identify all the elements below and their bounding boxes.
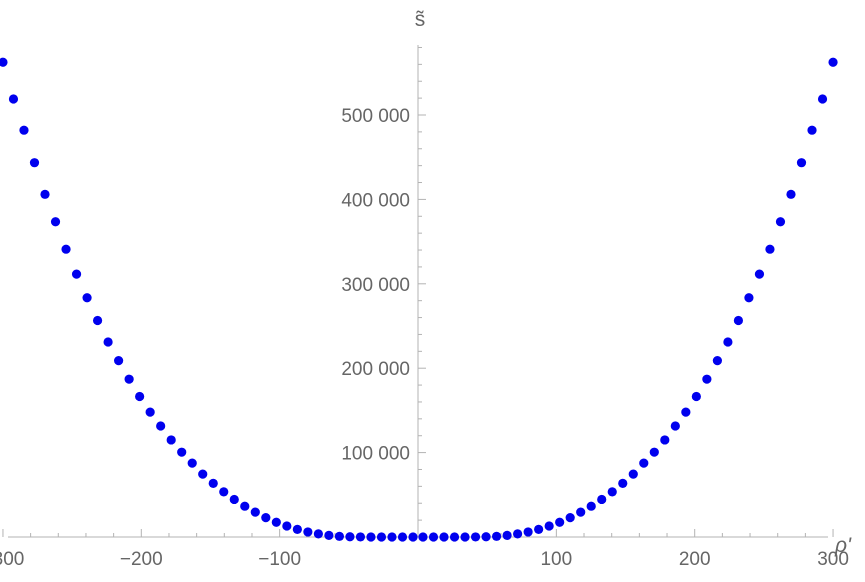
- data-point: [765, 244, 775, 254]
- data-point: [219, 487, 229, 497]
- data-point: [366, 532, 376, 542]
- data-point: [649, 447, 659, 457]
- y-axis-title: s̃: [415, 8, 426, 31]
- data-point: [250, 507, 260, 517]
- data-point: [114, 356, 124, 366]
- data-point: [681, 407, 691, 417]
- data-point: [639, 458, 649, 468]
- data-point: [355, 532, 366, 542]
- data-point: [345, 532, 355, 542]
- data-point: [50, 217, 61, 227]
- data-point: [156, 421, 166, 431]
- data-point: [565, 512, 575, 523]
- data-point: [712, 356, 722, 366]
- data-point: [597, 494, 607, 505]
- y-tick-label: 500 000: [341, 106, 410, 127]
- data-point: [324, 530, 334, 540]
- data-point: [428, 532, 439, 542]
- axes-layer: [8, 45, 828, 538]
- data-point: [449, 532, 460, 542]
- data-point: [786, 189, 796, 199]
- x-tick-label: 200: [679, 549, 711, 570]
- data-point: [502, 530, 512, 540]
- data-point: [481, 532, 491, 542]
- data-point: [19, 125, 29, 135]
- data-point: [796, 158, 807, 168]
- data-point: [261, 512, 271, 523]
- data-point: [555, 517, 565, 527]
- data-point: [513, 529, 523, 539]
- data-point: [124, 374, 134, 384]
- x-tick-label: −100: [258, 549, 301, 570]
- data-point: [282, 521, 292, 531]
- data-point: [229, 494, 239, 505]
- data-point: [470, 532, 481, 542]
- data-point: [408, 532, 418, 542]
- data-point: [702, 374, 712, 384]
- data-point: [491, 531, 502, 541]
- data-point: [439, 532, 449, 542]
- data-point: [576, 507, 586, 517]
- data-point: [271, 517, 281, 527]
- data-point: [817, 94, 828, 104]
- data-point: [523, 527, 533, 537]
- data-point: [71, 269, 82, 279]
- data-point: [460, 532, 470, 542]
- data-point: [240, 501, 250, 511]
- data-point: [198, 469, 208, 479]
- tick-labels-layer: −300 −200 −100 100 200 300 100 000 200 000 300 0…: [0, 106, 849, 570]
- data-point: [292, 524, 302, 535]
- data-point: [208, 478, 218, 489]
- data-point: [92, 315, 103, 326]
- data-point: [775, 217, 786, 227]
- data-point: [303, 527, 313, 537]
- x-tick-label: 300: [817, 549, 849, 570]
- data-point: [61, 244, 71, 254]
- data-point: [628, 469, 638, 479]
- data-point: [166, 435, 176, 445]
- data-point: [177, 447, 187, 457]
- x-axis-title: ρ': [834, 534, 852, 557]
- data-point: [82, 293, 92, 303]
- data-point: [723, 337, 733, 347]
- x-tick-label: 100: [540, 549, 572, 570]
- data-point: [544, 521, 554, 531]
- data-point: [397, 532, 408, 542]
- data-point: [691, 391, 701, 402]
- data-point: [418, 532, 428, 542]
- data-point: [534, 524, 544, 535]
- data-point: [828, 57, 838, 67]
- data-point: [103, 337, 113, 347]
- data-point: [733, 315, 744, 326]
- data-point: [187, 458, 197, 468]
- y-tick-label: 300 000: [341, 275, 410, 296]
- data-point: [607, 487, 617, 497]
- data-point: [586, 501, 596, 511]
- data-point: [40, 189, 50, 199]
- y-tick-label: 200 000: [341, 359, 410, 380]
- data-point: [744, 293, 754, 303]
- x-tick-label: −300: [0, 549, 24, 570]
- y-tick-label: 100 000: [341, 444, 410, 465]
- data-point: [29, 158, 40, 168]
- data-point: [334, 531, 345, 541]
- data-point: [8, 94, 19, 104]
- data-point: [135, 391, 145, 402]
- data-point: [145, 407, 155, 417]
- y-tick-label: 400 000: [341, 190, 410, 211]
- data-points-layer: [0, 57, 838, 542]
- data-point: [754, 269, 765, 279]
- data-point: [670, 421, 680, 431]
- data-point: [387, 532, 397, 542]
- x-tick-label: −200: [120, 549, 163, 570]
- data-point: [660, 435, 670, 445]
- data-point: [618, 478, 628, 489]
- data-point: [807, 125, 817, 135]
- data-point: [0, 57, 8, 67]
- data-point: [313, 529, 323, 539]
- data-point: [376, 532, 387, 542]
